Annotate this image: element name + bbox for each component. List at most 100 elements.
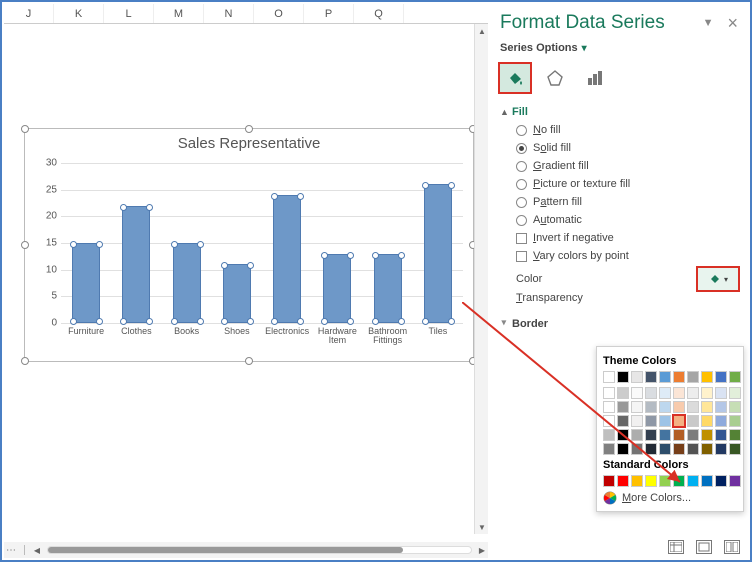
resize-handle[interactable]: [21, 357, 29, 365]
color-swatch[interactable]: [631, 443, 643, 455]
resize-handle[interactable]: [245, 357, 253, 365]
color-swatch[interactable]: [701, 429, 713, 441]
color-swatch[interactable]: [659, 371, 671, 383]
color-swatch[interactable]: [617, 429, 629, 441]
color-swatch[interactable]: [701, 387, 713, 399]
column-header[interactable]: J: [4, 4, 54, 23]
color-swatch[interactable]: [631, 429, 643, 441]
color-swatch[interactable]: [603, 371, 615, 383]
color-swatch[interactable]: [617, 443, 629, 455]
color-swatch[interactable]: [659, 401, 671, 413]
color-swatch[interactable]: [631, 371, 643, 383]
color-swatch[interactable]: [631, 387, 643, 399]
color-swatch[interactable]: [673, 387, 685, 399]
resize-handle[interactable]: [245, 125, 253, 133]
color-swatch[interactable]: [631, 401, 643, 413]
color-swatch[interactable]: [701, 371, 713, 383]
scroll-left-icon[interactable]: ◀: [31, 546, 43, 555]
chart-title[interactable]: Sales Representative: [25, 135, 473, 152]
chart-bar[interactable]: [72, 243, 100, 323]
scroll-up-icon[interactable]: ▲: [475, 24, 489, 38]
color-swatch[interactable]: [729, 387, 741, 399]
page-layout-view-icon[interactable]: [696, 540, 712, 554]
color-swatch[interactable]: [687, 429, 699, 441]
color-swatch[interactable]: [645, 475, 657, 487]
chart-bar[interactable]: [273, 195, 301, 323]
color-swatch[interactable]: [659, 415, 671, 427]
chart-bar[interactable]: [424, 184, 452, 323]
color-swatch[interactable]: [715, 475, 727, 487]
color-swatch[interactable]: [729, 443, 741, 455]
chart-object[interactable]: Sales Representative 051015202530 Furnit…: [24, 128, 474, 362]
color-swatch[interactable]: [645, 387, 657, 399]
chart-bar[interactable]: [223, 264, 251, 323]
color-swatch[interactable]: [659, 475, 671, 487]
color-swatch[interactable]: [701, 475, 713, 487]
color-swatch[interactable]: [687, 443, 699, 455]
color-swatch[interactable]: [603, 415, 615, 427]
chart-bar[interactable]: [173, 243, 201, 323]
column-header[interactable]: O: [254, 4, 304, 23]
vary-colors-option[interactable]: Vary colors by point: [516, 250, 738, 262]
scroll-right-icon[interactable]: ▶: [476, 546, 488, 555]
color-swatch[interactable]: [715, 443, 727, 455]
chart-bar[interactable]: [374, 254, 402, 323]
color-swatch[interactable]: [603, 387, 615, 399]
scroll-thumb[interactable]: [48, 547, 403, 553]
color-picker-popup[interactable]: Theme Colors Standard Colors More Colors…: [596, 346, 744, 512]
color-swatch[interactable]: [701, 415, 713, 427]
color-swatch[interactable]: [729, 415, 741, 427]
color-swatch[interactable]: [617, 371, 629, 383]
color-swatch[interactable]: [659, 387, 671, 399]
close-icon[interactable]: ×: [727, 13, 738, 34]
border-section-header[interactable]: ▸Border: [500, 318, 738, 330]
color-swatch[interactable]: [631, 415, 643, 427]
column-header[interactable]: P: [304, 4, 354, 23]
column-header[interactable]: L: [104, 4, 154, 23]
color-swatch[interactable]: [701, 443, 713, 455]
color-swatch[interactable]: [645, 401, 657, 413]
fill-line-tab[interactable]: [500, 64, 530, 92]
color-swatch[interactable]: [729, 401, 741, 413]
color-swatch[interactable]: [617, 475, 629, 487]
color-swatch[interactable]: [687, 401, 699, 413]
color-swatch[interactable]: [673, 371, 685, 383]
horizontal-scrollbar[interactable]: ⋯ ◀ ▶: [4, 542, 488, 558]
color-swatch[interactable]: [701, 401, 713, 413]
color-swatch[interactable]: [603, 401, 615, 413]
color-swatch[interactable]: [687, 371, 699, 383]
gradient-fill-option[interactable]: Gradient fill: [516, 160, 738, 172]
color-swatch[interactable]: [687, 475, 699, 487]
normal-view-icon[interactable]: [668, 540, 684, 554]
series-options-tab[interactable]: [580, 64, 610, 92]
solid-fill-option[interactable]: Solid fill: [516, 142, 738, 154]
color-swatch[interactable]: [729, 429, 741, 441]
color-swatch[interactable]: [673, 475, 685, 487]
color-swatch[interactable]: [645, 415, 657, 427]
color-swatch[interactable]: [631, 475, 643, 487]
pane-menu-icon[interactable]: ▼: [703, 17, 714, 29]
color-swatch[interactable]: [687, 415, 699, 427]
texture-fill-option[interactable]: Picture or texture fill: [516, 178, 738, 190]
color-swatch[interactable]: [603, 475, 615, 487]
color-swatch[interactable]: [715, 371, 727, 383]
fill-section-header[interactable]: ▲Fill: [500, 106, 738, 118]
color-swatch[interactable]: [645, 443, 657, 455]
color-swatch[interactable]: [645, 429, 657, 441]
vertical-scrollbar[interactable]: ▲ ▼: [474, 24, 488, 534]
color-swatch[interactable]: [659, 429, 671, 441]
column-header[interactable]: K: [54, 4, 104, 23]
color-swatch[interactable]: [715, 401, 727, 413]
automatic-option[interactable]: Automatic: [516, 214, 738, 226]
color-swatch[interactable]: [603, 443, 615, 455]
resize-handle[interactable]: [21, 125, 29, 133]
color-swatch[interactable]: [687, 387, 699, 399]
effects-tab[interactable]: [540, 64, 570, 92]
pattern-fill-option[interactable]: Pattern fill: [516, 196, 738, 208]
color-swatch[interactable]: [673, 429, 685, 441]
color-swatch[interactable]: [617, 415, 629, 427]
no-fill-option[interactable]: No fill: [516, 124, 738, 136]
page-break-view-icon[interactable]: [724, 540, 740, 554]
color-swatch[interactable]: [673, 415, 685, 427]
column-header[interactable]: N: [204, 4, 254, 23]
